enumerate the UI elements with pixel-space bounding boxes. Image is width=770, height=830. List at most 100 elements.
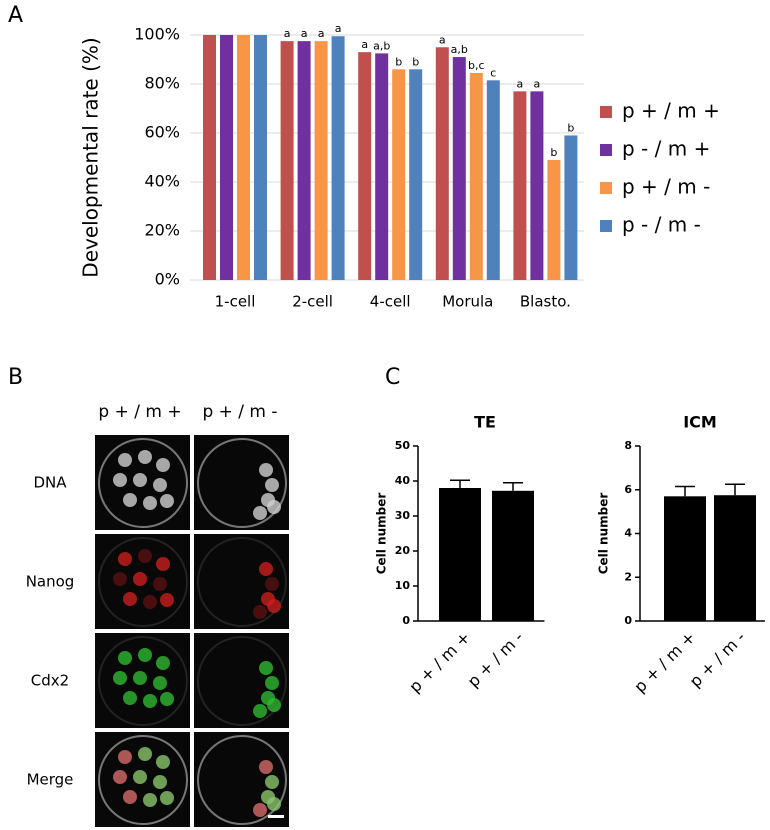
y-tick-label: 8 (624, 439, 632, 452)
x-tick-label: p + / m + (630, 628, 699, 697)
nucleus (118, 651, 132, 665)
bar (280, 41, 294, 280)
x-tick-label: p + / m - (464, 628, 527, 691)
bar (486, 80, 500, 280)
nucleus (259, 463, 273, 477)
nucleus (160, 494, 174, 508)
significance-label: a,b (373, 39, 390, 52)
x-tick-label: p + / m + (405, 628, 474, 697)
y-tick-label: 10 (395, 579, 411, 592)
nucleus (267, 698, 281, 712)
bar (439, 488, 481, 621)
nucleus (267, 797, 281, 811)
scale-bar (268, 815, 284, 818)
bar (358, 52, 372, 281)
significance-label: a (439, 33, 446, 46)
nucleus (153, 676, 167, 690)
y-tick-label: 0 (402, 614, 410, 627)
row-label: DNA (33, 474, 67, 492)
nucleus (133, 473, 147, 487)
bar (203, 35, 216, 280)
bar (254, 35, 267, 280)
nucleus (138, 747, 152, 761)
nucleus (143, 793, 157, 807)
y-tick-label: 0 (624, 614, 632, 627)
panel-letter: B (8, 365, 23, 390)
y-tick-label: 30 (395, 509, 411, 522)
significance-label: a (517, 77, 524, 90)
nucleus (123, 790, 137, 804)
bar (530, 91, 544, 280)
nucleus (160, 791, 174, 805)
bar (564, 135, 578, 280)
bar (237, 35, 250, 280)
significance-label: a (361, 38, 368, 51)
column-label: p + / m - (202, 402, 277, 422)
significance-label: b (567, 121, 574, 134)
y-axis-label: Developmental rate (%) (79, 37, 103, 277)
legend-label: p + / m - (622, 175, 710, 199)
panel-letter: A (8, 3, 23, 28)
nucleus (253, 605, 267, 619)
bar (452, 57, 466, 280)
legend-label: p - / m + (622, 137, 710, 161)
nucleus (138, 450, 152, 464)
legend-swatch (600, 144, 612, 156)
zona (98, 537, 188, 627)
chart-title: TE (474, 413, 496, 432)
bar (409, 69, 423, 280)
bar (297, 41, 311, 280)
nucleus (156, 656, 170, 670)
nucleus (259, 760, 273, 774)
nucleus (156, 755, 170, 769)
nucleus (143, 595, 157, 609)
y-tick-label: 80% (144, 74, 180, 93)
legend-swatch (600, 106, 612, 118)
y-tick-label: 60% (144, 123, 180, 142)
nucleus (153, 478, 167, 492)
nucleus (118, 552, 132, 566)
zona (197, 735, 287, 825)
y-tick-label: 20 (395, 544, 411, 557)
nucleus (123, 592, 137, 606)
bar (664, 496, 706, 621)
bar (435, 47, 449, 280)
legend-label: p - / m - (622, 213, 701, 237)
x-tick-label: Morula (442, 293, 493, 311)
nucleus (160, 593, 174, 607)
nucleus (123, 691, 137, 705)
nucleus (118, 453, 132, 467)
nucleus (253, 803, 267, 817)
zona (98, 735, 188, 825)
zona (197, 438, 287, 528)
nucleus (113, 473, 127, 487)
nucleus (160, 692, 174, 706)
x-tick-label: 2-cell (292, 293, 333, 311)
nucleus (133, 671, 147, 685)
column-label: p + / m + (98, 402, 181, 422)
significance-label: a (301, 27, 308, 40)
zona (197, 636, 287, 726)
y-axis-label: Cell number (597, 493, 611, 575)
nucleus (265, 478, 279, 492)
significance-label: b (550, 146, 557, 159)
nucleus (156, 557, 170, 571)
row-label: Nanog (26, 573, 75, 591)
nucleus (253, 506, 267, 520)
nucleus (267, 500, 281, 514)
nucleus (265, 676, 279, 690)
x-tick-label: Blasto. (520, 293, 571, 311)
significance-label: a (534, 77, 541, 90)
significance-label: a (335, 22, 342, 35)
bar (547, 159, 561, 280)
nucleus (123, 493, 137, 507)
y-tick-label: 0% (155, 270, 180, 289)
bar (375, 53, 389, 280)
micrographs (95, 435, 289, 827)
nucleus (253, 704, 267, 718)
y-tick-label: 2 (624, 570, 632, 583)
significance-label: b,c (468, 59, 485, 72)
nucleus (265, 577, 279, 591)
nucleus (113, 671, 127, 685)
